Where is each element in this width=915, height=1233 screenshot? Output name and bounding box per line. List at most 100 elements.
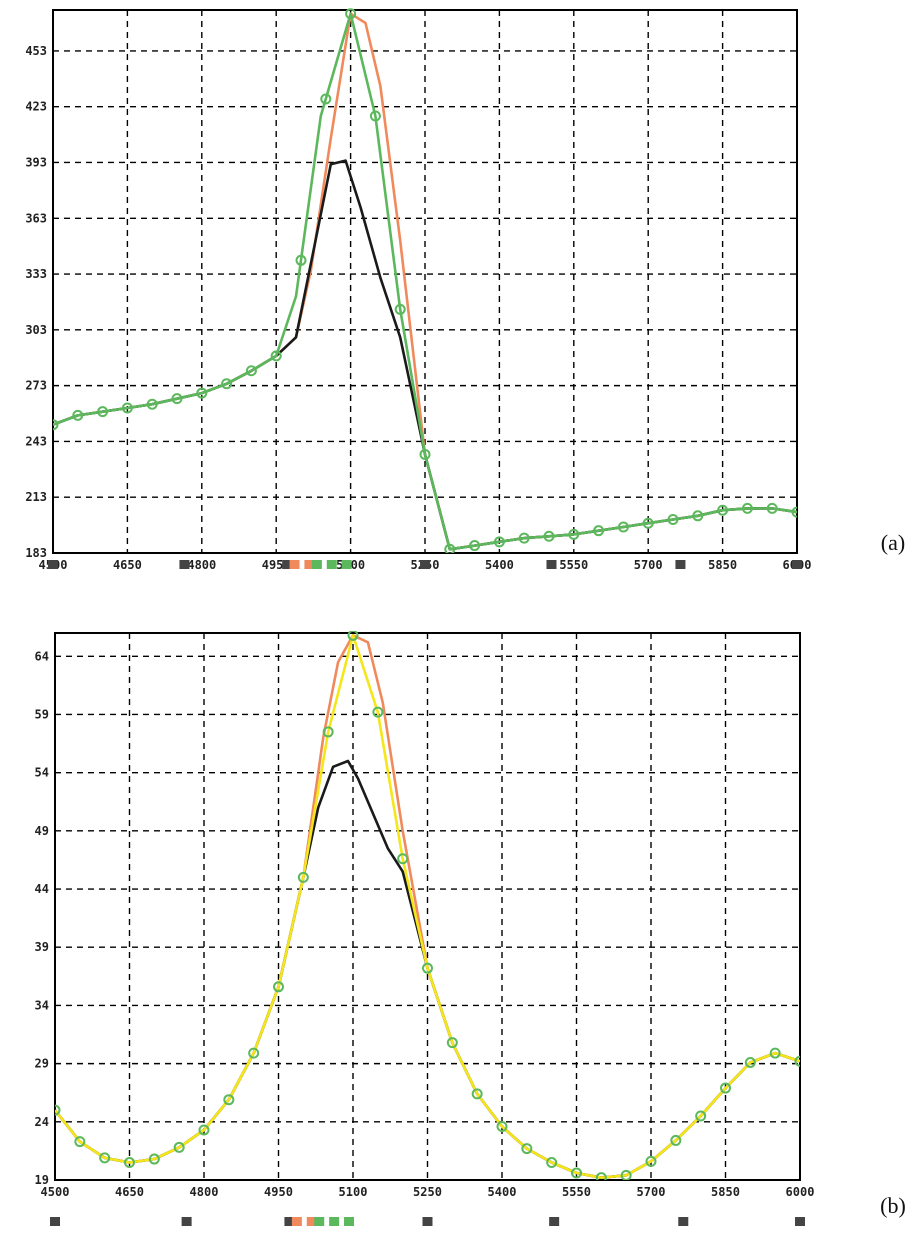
- legend-square: [306, 1217, 317, 1226]
- data-point-marker: [620, 1169, 632, 1180]
- x-tick-label: 4650: [115, 1185, 144, 1199]
- x-tick-label: 4950: [264, 1185, 293, 1199]
- data-point-marker: [146, 398, 158, 410]
- y-tick-label: 273: [25, 379, 47, 393]
- legend-square: [291, 1217, 302, 1226]
- data-point-marker: [744, 1056, 756, 1068]
- x-tick-label: 5400: [488, 1185, 517, 1199]
- data-point-marker: [670, 1134, 682, 1146]
- data-point-marker: [692, 510, 704, 522]
- data-point-marker: [74, 1136, 86, 1148]
- y-tick-label: 39: [35, 940, 49, 954]
- data-point-marker: [769, 1047, 781, 1059]
- y-tick-label: 49: [35, 824, 49, 838]
- plot-frame: [54, 632, 801, 1181]
- data-point-marker: [419, 448, 431, 460]
- data-point-marker: [766, 502, 778, 514]
- panel-label: (b): [880, 1193, 906, 1218]
- legend-square: [792, 560, 802, 569]
- data-point-marker: [53, 419, 59, 431]
- data-point-marker: [297, 871, 309, 883]
- legend-square: [284, 1217, 295, 1226]
- x-tick-label: 5550: [559, 558, 588, 572]
- y-tick-label: 64: [35, 649, 49, 663]
- data-point-marker: [593, 525, 605, 537]
- y-tick-label: 363: [25, 211, 47, 225]
- y-tick-label: 19: [35, 1173, 49, 1187]
- data-point-marker: [496, 1120, 508, 1132]
- y-tick-label: 59: [35, 707, 49, 721]
- data-point-marker: [397, 853, 409, 865]
- x-tick-label: 6000: [786, 1185, 815, 1199]
- x-tick-label: 4800: [187, 558, 216, 572]
- data-point-marker: [645, 1155, 657, 1167]
- data-point-marker: [198, 1124, 210, 1136]
- data-point-marker: [571, 1167, 582, 1179]
- data-point-marker: [248, 1047, 260, 1059]
- y-tick-label: 393: [25, 155, 47, 169]
- y-tick-label: 303: [25, 323, 47, 337]
- data-point-marker: [543, 530, 555, 542]
- legend-square: [795, 1217, 805, 1226]
- data-point-marker: [642, 517, 654, 529]
- data-point-marker: [794, 1055, 800, 1067]
- data-point-marker: [223, 1094, 235, 1106]
- data-point-marker: [518, 532, 530, 544]
- y-tick-label: 44: [35, 882, 49, 896]
- data-point-marker: [493, 536, 505, 548]
- panel-a-chart: 4500465048004950510052505400555057005850…: [25, 8, 905, 572]
- data-point-marker: [521, 1143, 533, 1155]
- legend-square: [179, 560, 190, 569]
- y-tick-label: 213: [25, 490, 47, 504]
- x-tick-label: 4800: [190, 1185, 219, 1199]
- data-point-marker: [394, 303, 406, 315]
- series-group: [55, 631, 800, 1180]
- legend-square: [314, 1217, 325, 1226]
- data-point-marker: [99, 1152, 111, 1164]
- data-point-marker: [369, 110, 381, 122]
- legend-square: [289, 560, 300, 569]
- x-tick-label: 5850: [708, 558, 737, 572]
- legend-square: [422, 1217, 433, 1226]
- data-point-marker: [196, 387, 208, 399]
- data-point-marker: [273, 981, 284, 993]
- series-group: [53, 8, 797, 553]
- x-tick-label: 4650: [113, 558, 142, 572]
- y-tick-label: 423: [25, 100, 47, 114]
- x-tick-label: 5400: [485, 558, 514, 572]
- legend-square: [341, 560, 352, 569]
- legend-square: [282, 560, 293, 569]
- data-point-marker: [345, 8, 357, 20]
- y-tick-label: 24: [35, 1115, 49, 1129]
- data-point-marker: [617, 521, 629, 533]
- x-tick-label: 5100: [339, 1185, 368, 1199]
- data-point-marker: [446, 1037, 458, 1049]
- x-tick-label: 5850: [711, 1185, 740, 1199]
- data-point-marker: [320, 93, 332, 105]
- data-point-marker: [372, 706, 384, 718]
- data-point-marker: [221, 378, 233, 390]
- data-point-marker: [270, 350, 282, 362]
- data-point-marker: [422, 962, 433, 974]
- legend-square: [344, 1217, 355, 1226]
- data-point-marker: [245, 365, 257, 377]
- data-point-marker: [469, 540, 481, 552]
- data-point-marker: [444, 543, 456, 553]
- y-tick-label: 243: [25, 434, 47, 448]
- series-line: [53, 12, 797, 551]
- y-tick-label: 54: [35, 766, 49, 780]
- data-point-marker: [295, 254, 307, 266]
- data-point-marker: [568, 528, 580, 540]
- x-tick-label: 4500: [41, 1185, 70, 1199]
- data-point-marker: [471, 1088, 483, 1100]
- y-tick-label: 333: [25, 267, 47, 281]
- data-point-marker: [121, 402, 133, 414]
- data-point-marker: [741, 502, 753, 514]
- data-point-marker: [72, 409, 84, 421]
- data-point-marker: [173, 1141, 185, 1153]
- plot-frame: [52, 9, 798, 554]
- legend-square: [678, 1217, 689, 1226]
- x-tick-label: 5700: [634, 558, 663, 572]
- panel-label: (a): [881, 530, 905, 555]
